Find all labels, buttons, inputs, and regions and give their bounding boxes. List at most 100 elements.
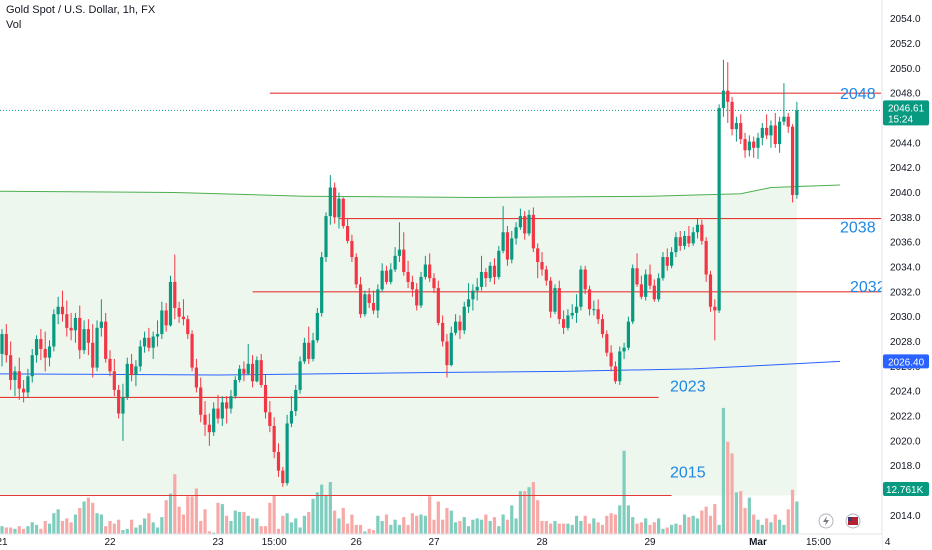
candle-body [0, 334, 4, 354]
volume-label: Vol [6, 19, 22, 31]
candle-body [778, 121, 782, 145]
volume-bar [665, 527, 669, 534]
price-tick-label: 2034.0 [890, 263, 921, 274]
volume-bar [544, 521, 548, 534]
volume-bar [186, 496, 190, 534]
time-tick-label: 29 [644, 537, 656, 548]
candle-body [17, 371, 21, 389]
candle-body [104, 321, 108, 359]
candle-body [682, 235, 687, 246]
price-tick-label: 2028.0 [890, 337, 921, 348]
candle-body [445, 341, 449, 366]
volume-bar [354, 524, 358, 534]
volume-bar [259, 526, 263, 534]
volume-bar [250, 518, 255, 534]
candle-body [454, 321, 458, 333]
candle-body [492, 265, 497, 277]
candle-body [566, 315, 570, 328]
volume-bar [587, 523, 592, 534]
volume-bar [181, 514, 186, 534]
volume-bar [406, 524, 410, 534]
candle-body [78, 317, 82, 351]
candle-body [553, 288, 557, 312]
candle-body [346, 226, 350, 241]
time-tick-label: 4 [885, 537, 891, 548]
volume-bar [307, 511, 311, 534]
lightning-icon[interactable] [818, 513, 834, 529]
volume-bar [155, 527, 160, 534]
volume-bar [644, 518, 648, 534]
volume-bar [471, 519, 475, 534]
candle-body [207, 424, 211, 433]
volume-bar [557, 523, 561, 534]
price-tick-label: 2048.0 [890, 89, 921, 100]
candle-body [380, 270, 384, 290]
price-tick-label: 2018.0 [890, 461, 921, 472]
volume-bar [229, 521, 233, 534]
candle-body [95, 327, 99, 368]
volume-bar [510, 505, 514, 534]
candle-body [665, 257, 669, 266]
volume-bar [358, 524, 363, 534]
candle-body [268, 412, 272, 426]
candle-body [622, 347, 626, 352]
candle-body [587, 289, 592, 310]
volume-bar [9, 527, 13, 534]
volume-bar [346, 523, 350, 534]
candle-body [289, 411, 294, 424]
volume-bar [238, 511, 242, 534]
volume-bar [778, 519, 782, 534]
volume-bar [765, 518, 769, 534]
candle-body [527, 214, 531, 234]
candle-body [130, 363, 134, 376]
ma-price-tag [883, 354, 929, 369]
volume-bar [52, 513, 56, 534]
volume-bar [652, 522, 656, 534]
candle-body [639, 284, 643, 297]
volume-bar [531, 482, 535, 534]
volume-bar [203, 509, 207, 534]
candle-body [138, 346, 142, 367]
price-tick-label: 2052.0 [890, 39, 921, 50]
volume-bar [743, 508, 747, 534]
volume-bar [199, 521, 203, 534]
candle-body [203, 414, 207, 425]
candle-body [9, 355, 13, 381]
time-tick-label: Mar [749, 537, 767, 548]
candle-body [618, 351, 622, 382]
price-tick-label: 2014.0 [890, 511, 921, 522]
level-label-2038: 2038 [840, 220, 876, 237]
volume-bar [618, 505, 622, 534]
candle-body [350, 240, 354, 258]
candle-body [376, 289, 380, 311]
candle-body [730, 101, 734, 130]
volume-bar [363, 531, 367, 534]
candle-body [475, 286, 479, 291]
candle-body [721, 90, 726, 109]
candle-body [743, 139, 747, 151]
volume-bar [570, 524, 574, 534]
candle-body [112, 371, 116, 390]
candle-body [43, 348, 47, 358]
candle-body [497, 250, 501, 277]
flag-icon[interactable] [845, 513, 861, 529]
volume-bar [281, 515, 285, 534]
volume-bar [717, 524, 721, 534]
volume-value: 12.761K [886, 485, 924, 496]
volume-bar [190, 496, 194, 534]
candle-body [4, 334, 8, 356]
volume-bar [60, 521, 65, 534]
volume-bar [65, 518, 69, 534]
time-axis-bg [0, 534, 882, 550]
candle-body [65, 314, 69, 328]
volume-bar [592, 518, 596, 534]
candle-body [626, 321, 630, 348]
price-tick-label: 2020.0 [890, 436, 921, 447]
candle-body [670, 252, 674, 266]
candle-body [52, 314, 56, 347]
candle-body [531, 214, 535, 249]
candle-body [255, 360, 259, 382]
candle-body [194, 367, 198, 388]
volume-bar [350, 514, 354, 534]
